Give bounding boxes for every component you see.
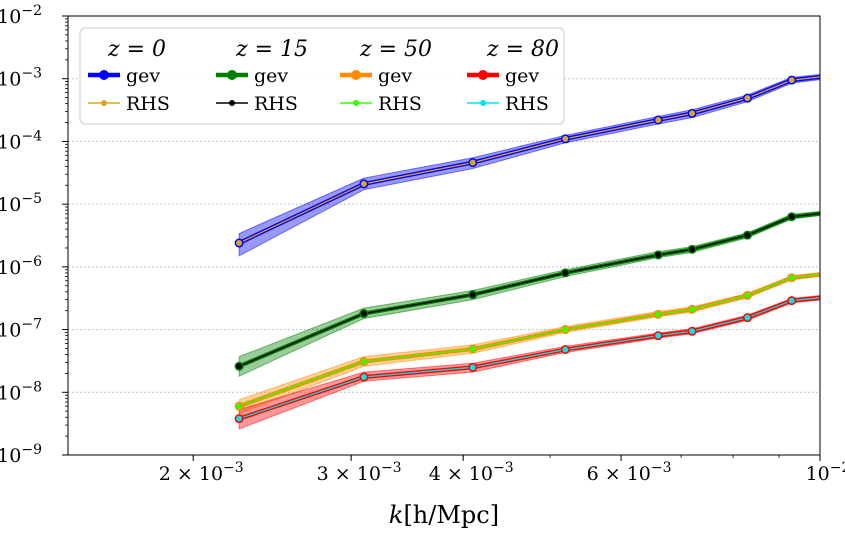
rhs-point [236, 415, 243, 422]
rhs-point [655, 332, 662, 339]
grid-lines [68, 78, 820, 393]
x-tick-label: 2 × 10−3 [159, 460, 244, 485]
x-axis-title: k[h/Mpc] [389, 501, 499, 529]
legend-gev-marker [478, 70, 488, 80]
rhs-point [655, 251, 662, 258]
legend-group-label: z = 80 [486, 37, 559, 62]
x-tick-label: 3 × 10−3 [317, 460, 402, 485]
legend-gev-marker [351, 70, 361, 80]
rhs-point [360, 180, 367, 187]
x-tick-label: 6 × 10−3 [587, 460, 672, 485]
legend-gev-label: gev [505, 65, 539, 87]
legend-rhs-label: RHS [254, 93, 298, 115]
legend-rhs-marker [353, 100, 359, 106]
rhs-point [236, 403, 243, 410]
rhs-point [562, 135, 569, 142]
gev-point [823, 72, 832, 81]
rhs-point [689, 246, 696, 253]
rhs-point [562, 326, 569, 333]
y-tick-label: 10−8 [0, 379, 42, 404]
rhs-point [655, 311, 662, 318]
y-tick-label: 10−5 [0, 191, 42, 216]
rhs-point [689, 328, 696, 335]
legend-gev-marker [227, 70, 237, 80]
x-tick-label: 10−2 [806, 460, 845, 485]
rhs-point [655, 116, 662, 123]
rhs-point [825, 73, 831, 79]
rhs-point [788, 274, 795, 281]
rhs-point [788, 77, 795, 84]
rhs-point [744, 232, 751, 239]
y-tick-label: 10−2 [0, 3, 42, 28]
gev-line-series-1 [238, 211, 820, 369]
rhs-point [788, 213, 795, 220]
legend-rhs-marker [480, 100, 486, 106]
rhs-point [744, 95, 751, 102]
legend-group-label: z = 50 [359, 37, 432, 62]
legend-group-label: z = 0 [107, 37, 166, 62]
rhs-point [469, 159, 476, 166]
rhs-point [236, 240, 243, 247]
rhs-point [788, 297, 795, 304]
legend-gev-label: gev [254, 65, 288, 87]
rhs-point [236, 363, 243, 370]
legend-gev-label: gev [378, 65, 412, 87]
rhs-point [689, 306, 696, 313]
gev-point [823, 208, 832, 217]
rhs-point [360, 374, 367, 381]
rhs-point [360, 310, 367, 317]
rhs-point [744, 292, 751, 299]
legend-rhs-label: RHS [126, 93, 170, 115]
rhs-point [469, 291, 476, 298]
rhs-point [689, 110, 696, 117]
rhs-point [562, 269, 569, 276]
legend-gev-marker [99, 70, 109, 80]
rhs-point [825, 271, 831, 277]
legend-group-label: z = 15 [235, 37, 308, 62]
y-tick-label: 10−3 [0, 66, 42, 91]
gev-point [823, 269, 832, 278]
legend: z = 0 gev RHS z = 15 gev RHS z = 50 gev RHS z = 8… [79, 27, 565, 125]
plot-frame [67, 15, 821, 456]
legend-box [79, 27, 565, 125]
rhs-point [562, 346, 569, 353]
legend-rhs-marker [229, 100, 235, 106]
y-tick-label: 10−4 [0, 128, 42, 153]
y-tick-label: 10−7 [0, 317, 42, 342]
series-points [234, 72, 832, 424]
legend-rhs-label: RHS [505, 93, 549, 115]
legend-rhs-marker [101, 100, 107, 106]
x-tick-label: 4 × 10−3 [429, 460, 514, 485]
confidence-band-series-3 [238, 294, 820, 430]
rhs-point [825, 294, 831, 300]
rhs-point [469, 346, 476, 353]
y-tick-label: 10−6 [0, 254, 42, 279]
y-tick-label: 10−9 [0, 442, 42, 467]
series-lines [238, 74, 820, 421]
rhs-point [825, 210, 831, 216]
legend-gev-label: gev [126, 65, 160, 87]
axis-ticks: 10−9 10−8 10−7 10−6 10−5 10−4 10−3 10−2 2 × 10−3… [0, 3, 845, 485]
rhs-point [469, 364, 476, 371]
legend-rhs-label: RHS [378, 93, 422, 115]
gev-point [823, 293, 832, 302]
rhs-point [360, 358, 367, 365]
rhs-point [744, 314, 751, 321]
